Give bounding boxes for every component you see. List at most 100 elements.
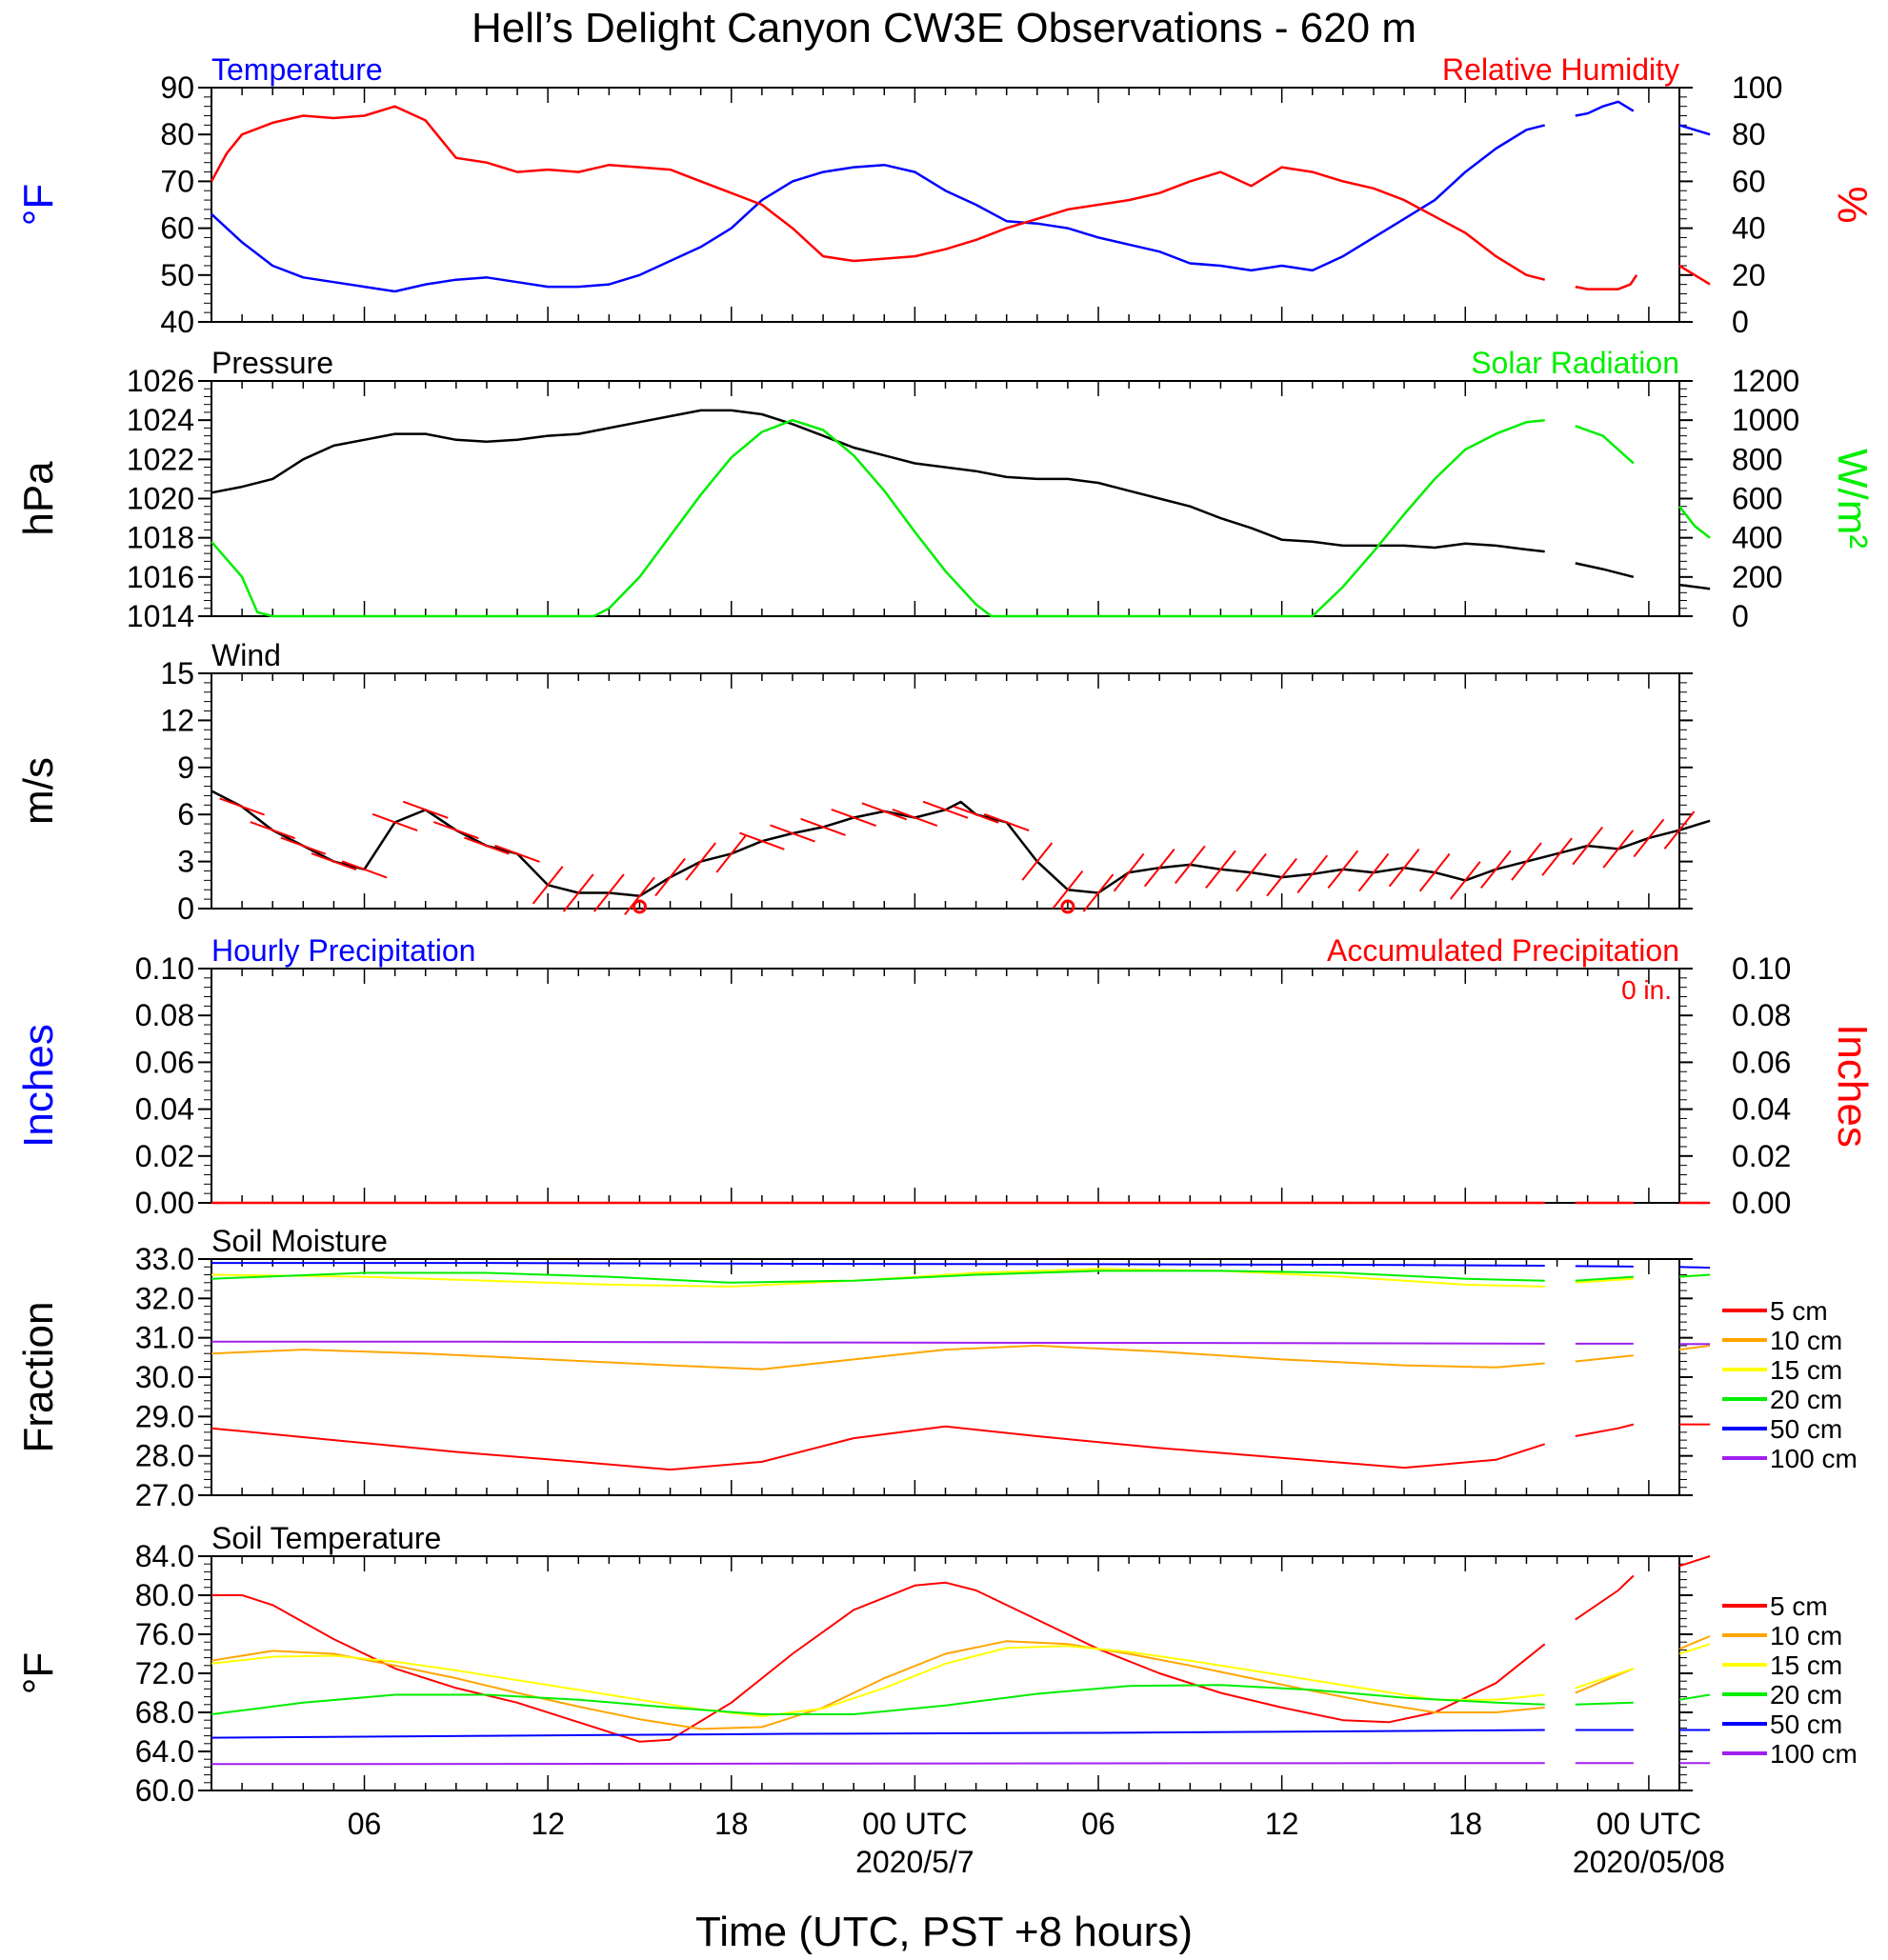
wind-barbs (219, 797, 1696, 916)
y-tick-label-right: 0 (1732, 599, 1749, 633)
series-st_20 (211, 1684, 1711, 1715)
series-segment-st_5 (1678, 1555, 1711, 1568)
y-tick-label-right: 1000 (1732, 403, 1799, 437)
series-solar_radiation (211, 418, 1711, 618)
y-axis-label-left: Inches (15, 1024, 62, 1148)
y-tick-label: 0.00 (135, 1186, 194, 1220)
series-segment-temperature (1575, 100, 1635, 117)
series-line-solar_radiation (211, 418, 1545, 618)
y-tick-label: 64.0 (135, 1734, 194, 1769)
panel-wind: 0 3 6 9 12 15 Wind m/s (15, 638, 1711, 926)
series-segment-sm_10 (1575, 1354, 1634, 1363)
series-st_5 (211, 1555, 1711, 1743)
series-line-relative_humidity (210, 105, 1546, 281)
wind-barb (715, 834, 748, 873)
y-tick-label: 0.02 (135, 1139, 194, 1173)
series-segment-temperature (1678, 124, 1711, 136)
y-tick-label: 84.0 (135, 1539, 194, 1573)
series-line-temperature (211, 124, 1546, 293)
series-sm_20 (211, 1270, 1711, 1284)
series-pressure (211, 409, 1711, 590)
series-st_15 (211, 1643, 1711, 1718)
wind-barb (654, 857, 686, 897)
wind-barb (624, 876, 655, 916)
series-segment-st_15 (1575, 1667, 1635, 1690)
legend-label: 15 cm (1770, 1650, 1842, 1680)
precip-total-annotation: 0 in. (1621, 975, 1672, 1005)
wind-barb (1021, 842, 1054, 881)
y-tick-label-right: 400 (1732, 521, 1782, 555)
y-axis-label-right: % (1829, 186, 1876, 223)
y-tick-label: 32.0 (135, 1281, 194, 1315)
y-tick-label-right: 0.10 (1732, 951, 1791, 986)
series-segment-st_15 (1678, 1643, 1711, 1655)
wind-barb (1388, 848, 1420, 888)
wind-barb (1357, 852, 1390, 892)
plot-frame (211, 87, 1680, 323)
x-tick-label: 06 (348, 1807, 382, 1841)
legend-label: 5 cm (1770, 1296, 1828, 1326)
y-tick-label: 60.0 (135, 1773, 194, 1808)
wind-barb (311, 852, 357, 871)
panel-title-left: Soil Moisture (211, 1224, 388, 1258)
y-tick-label: 0.06 (135, 1045, 194, 1079)
x-tick-label: 06 (1081, 1807, 1115, 1841)
y-tick-label-right: 0 (1732, 305, 1749, 339)
wind-barb (1205, 850, 1236, 890)
wind-barb (464, 836, 510, 855)
wind-barb (892, 808, 938, 828)
y-tick-label: 0.08 (135, 998, 194, 1032)
y-tick-label: 80.0 (135, 1578, 194, 1612)
y-tick-label-right: 1200 (1732, 364, 1799, 398)
legend-label: 15 cm (1770, 1355, 1842, 1385)
series-st_100 (211, 1762, 1711, 1766)
series-st_50 (211, 1729, 1711, 1739)
series-line-sm_50 (211, 1262, 1545, 1267)
y-tick-label: 40 (160, 305, 194, 339)
series-segment-sm_50 (1678, 1266, 1711, 1270)
y-tick-label-right: 0.08 (1732, 998, 1791, 1032)
legend-label: 20 cm (1770, 1680, 1842, 1710)
x-tick-label: 00 UTC (1597, 1807, 1701, 1841)
legend-label: 10 cm (1770, 1326, 1842, 1355)
series-segment-st_20 (1575, 1701, 1634, 1706)
wind-barb (1113, 852, 1145, 892)
series-line-sm_10 (211, 1344, 1545, 1370)
plot-frame (211, 380, 1680, 617)
y-tick-label: 12 (160, 703, 194, 737)
y-tick-label: 31.0 (135, 1321, 194, 1355)
y-tick-label: 80 (160, 117, 194, 151)
wind-barb (1480, 850, 1512, 890)
y-axis-label-left: hPa (15, 461, 62, 536)
wind-barb (1449, 861, 1481, 900)
x-axis-label: Time (UTC, PST +8 hours) (695, 1909, 1193, 1955)
legend-label: 100 cm (1770, 1444, 1858, 1473)
wind-barb (280, 836, 327, 855)
y-axis-label-left: m/s (15, 757, 62, 825)
panel-title-left: Pressure (211, 346, 333, 380)
series-segment-st_20 (1678, 1693, 1711, 1701)
series-wind_speed (211, 790, 1711, 898)
y-tick-label: 0.04 (135, 1092, 194, 1127)
series-segment-relative_humidity (1575, 274, 1638, 290)
y-tick-label: 15 (160, 656, 194, 690)
wind-barb (1663, 810, 1696, 850)
plot-frame (211, 672, 1680, 910)
wind-barb (983, 812, 1030, 831)
calm-wind-marker (632, 899, 647, 914)
series-line-sm_5 (211, 1425, 1546, 1471)
wind-barb (861, 802, 908, 821)
y-tick-label: 0.10 (135, 951, 194, 986)
y-axis-label-right: W/m² (1829, 449, 1876, 549)
series-line-st_10 (211, 1640, 1545, 1730)
calm-wind-marker (1060, 899, 1075, 914)
series-line-pressure (211, 409, 1545, 553)
y-tick-label-right: 200 (1732, 560, 1782, 594)
panel-title-left: Soil Temperature (211, 1521, 441, 1555)
wind-barb (800, 817, 846, 836)
y-axis-label-left: °F (15, 184, 62, 226)
panel-pressure_solar: 1014 1016 1018 1020 1022 1024 1026 0 200 400 600 80… (15, 346, 1876, 633)
series-sm_5 (211, 1423, 1711, 1471)
